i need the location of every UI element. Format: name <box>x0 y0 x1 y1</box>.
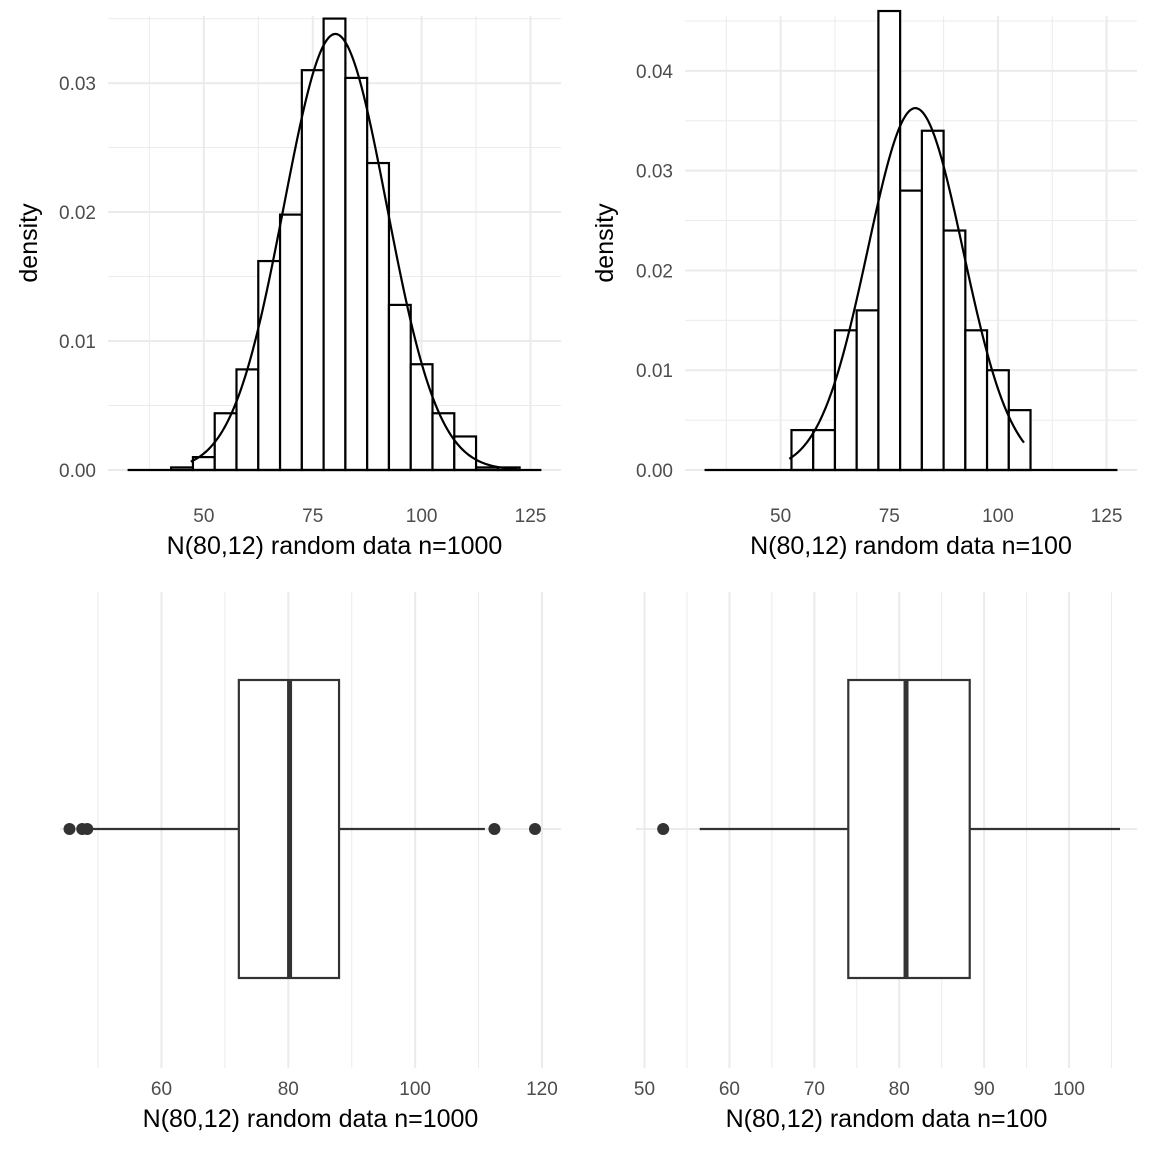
histogram-bar <box>322 17 347 472</box>
x-tick-label: 60 <box>719 1079 740 1100</box>
histogram-bar <box>300 69 325 472</box>
x-tick-label: 125 <box>1091 506 1123 527</box>
histogram-bar <box>920 129 945 472</box>
histogram-bar <box>899 189 923 472</box>
x-tick-label: 60 <box>151 1079 172 1100</box>
y-tick-label: 0.03 <box>636 162 673 183</box>
x-axis-title: N(80,12) random data n=1000 <box>143 1105 479 1133</box>
histogram-n1000: 50 75 100 125 0.00 0.01 0.02 0.03 N(80,12) rando… <box>15 16 561 560</box>
density-curve <box>190 32 518 471</box>
x-tick-label: 100 <box>406 506 438 527</box>
histogram-bar <box>790 428 815 472</box>
outlier-point <box>81 823 94 835</box>
x-tick-label: 100 <box>399 1079 431 1100</box>
x-tick-label: 120 <box>526 1079 558 1100</box>
y-axis-title: density <box>591 203 619 283</box>
histogram-panel-n1000: 50 75 100 125 0.00 0.01 0.02 0.03 N(80,12) rando… <box>0 0 576 576</box>
y-tick-label: 0.00 <box>636 461 673 482</box>
histogram-bar <box>855 309 880 472</box>
histogram-bar <box>833 329 858 472</box>
histogram-bar <box>877 9 902 472</box>
histogram-bar <box>278 213 303 472</box>
x-tick-label: 70 <box>804 1079 825 1100</box>
histogram-bar <box>257 259 282 472</box>
density-curve <box>788 107 1025 460</box>
outlier-point <box>63 823 76 835</box>
histogram-bar <box>964 329 989 472</box>
y-tick-label: 0.04 <box>636 62 673 83</box>
outlier-point <box>528 823 541 835</box>
histogram-bar <box>366 161 391 472</box>
x-tick-label: 75 <box>302 506 323 527</box>
y-tick-label: 0.03 <box>59 74 96 95</box>
histogram-bar <box>213 412 238 472</box>
x-tick-label: 125 <box>515 506 547 527</box>
y-tick-label: 0.01 <box>636 361 673 382</box>
boxplot-panel-n1000: 60 80 100 120 N(80,12) random data n=1000 <box>0 576 576 1152</box>
y-tick-label: 0.00 <box>59 461 96 482</box>
histogram-bar <box>942 229 967 472</box>
y-tick-label: 0.02 <box>636 261 673 282</box>
y-tick-label: 0.01 <box>59 332 96 353</box>
box-iqr <box>847 678 971 980</box>
histogram-bar <box>344 76 369 472</box>
histogram-panel-n100: 50 75 100 125 0.00 0.01 0.02 0.03 0.04 N(80,12) r… <box>576 0 1152 576</box>
boxplot-n1000: 60 80 100 120 N(80,12) random data n=1000 <box>60 592 561 1133</box>
outlier-point <box>657 823 670 835</box>
histogram-bar <box>235 368 260 472</box>
y-tick-label: 0.02 <box>59 203 96 224</box>
histogram-bar <box>812 428 837 472</box>
x-axis-title: N(80,12) random data n=100 <box>750 532 1072 560</box>
x-tick-label: 50 <box>193 506 214 527</box>
histogram-bar <box>409 363 434 472</box>
x-tick-label: 50 <box>634 1079 655 1100</box>
x-tick-label: 50 <box>770 506 791 527</box>
x-tick-label: 100 <box>1053 1079 1085 1100</box>
x-tick-label: 90 <box>974 1079 995 1100</box>
x-tick-label: 75 <box>879 506 900 527</box>
histogram-n100: 50 75 100 125 0.00 0.01 0.02 0.03 0.04 N(80,12) r… <box>591 9 1137 560</box>
x-axis-title: N(80,12) random data n=100 <box>726 1105 1048 1133</box>
outlier-point <box>488 823 501 835</box>
x-axis-title: N(80,12) random data n=1000 <box>167 532 503 560</box>
x-tick-label: 80 <box>278 1079 299 1100</box>
x-tick-label: 80 <box>889 1079 910 1100</box>
boxplot-panel-n100: 50 60 70 80 90 100 N(80,12) random data n=100 <box>576 576 1152 1152</box>
y-axis-title: density <box>15 203 43 283</box>
x-tick-label: 100 <box>982 506 1014 527</box>
histogram-bar <box>387 303 412 472</box>
histogram-bar <box>1007 409 1032 472</box>
